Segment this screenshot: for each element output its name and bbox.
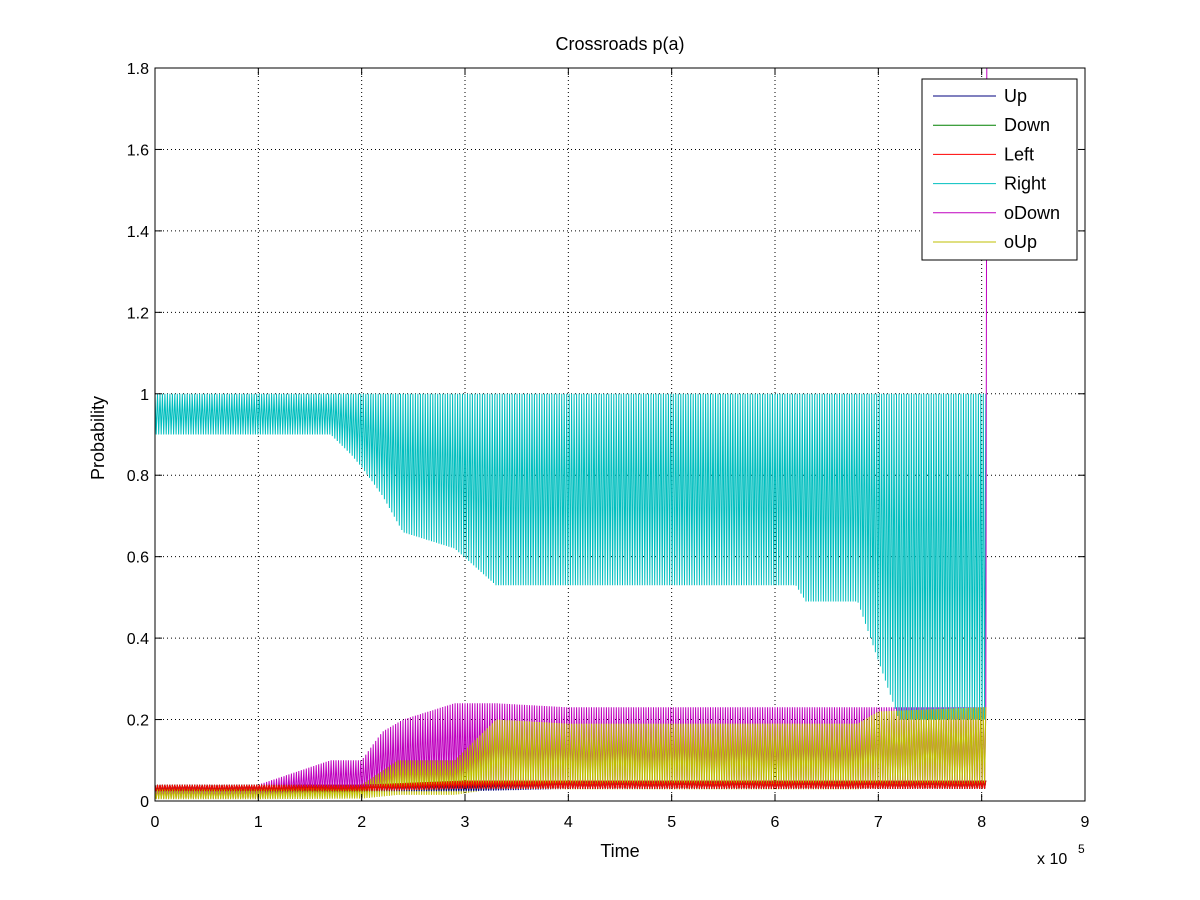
legend-box <box>921 78 1078 261</box>
legend-label-oup: oUp <box>1004 232 1037 252</box>
legend: Up Down Left Right oDown oUp <box>921 78 1078 261</box>
x-axis-multiplier-exponent: 5 <box>1078 842 1085 856</box>
legend-label-down: Down <box>1004 115 1050 135</box>
y-tick-label: 1.8 <box>127 61 149 78</box>
y-tick-label: 1.4 <box>127 224 149 241</box>
x-tick-label: 8 <box>977 814 986 831</box>
y-tick-label: 0.6 <box>127 550 149 567</box>
x-tick-label: 5 <box>667 814 676 831</box>
x-axis-multiplier: x 10 <box>1037 851 1067 868</box>
series-line-left <box>155 780 987 792</box>
x-tick-label: 2 <box>357 814 366 831</box>
x-tick-label: 4 <box>564 814 573 831</box>
legend-label-right: Right <box>1004 174 1046 194</box>
y-tick-label: 0.8 <box>127 468 149 485</box>
x-tick-label: 1 <box>254 814 263 831</box>
y-tick-label: 0.2 <box>127 713 149 730</box>
series-line-oup <box>155 707 987 800</box>
series-layer <box>155 68 988 800</box>
x-axis-label: Time <box>600 841 639 861</box>
series-line-right <box>155 393 987 720</box>
x-tick-label: 7 <box>874 814 883 831</box>
y-tick-label: 1.6 <box>127 142 149 159</box>
y-tick-label: 0 <box>140 794 149 811</box>
y-tick-label: 1 <box>140 387 149 404</box>
chart-title: Crossroads p(a) <box>555 34 684 54</box>
x-tick-label: 9 <box>1081 814 1090 831</box>
y-axis-label: Probability <box>88 396 108 480</box>
y-tick-label: 1.2 <box>127 305 149 322</box>
legend-label-left: Left <box>1004 144 1034 164</box>
y-tick-label: 0.4 <box>127 631 149 648</box>
x-tick-label: 0 <box>151 814 160 831</box>
legend-label-up: Up <box>1004 86 1027 106</box>
x-tick-label: 3 <box>461 814 470 831</box>
legend-label-odown: oDown <box>1004 203 1060 223</box>
axis-ticks: 0 1 2 3 4 5 6 7 8 9 0 0.2 0.4 0.6 0.8 1 1.2 1.4 1.6 1.8 <box>127 61 1090 831</box>
plot-area-frame <box>154 67 1086 802</box>
x-tick-label: 6 <box>771 814 780 831</box>
